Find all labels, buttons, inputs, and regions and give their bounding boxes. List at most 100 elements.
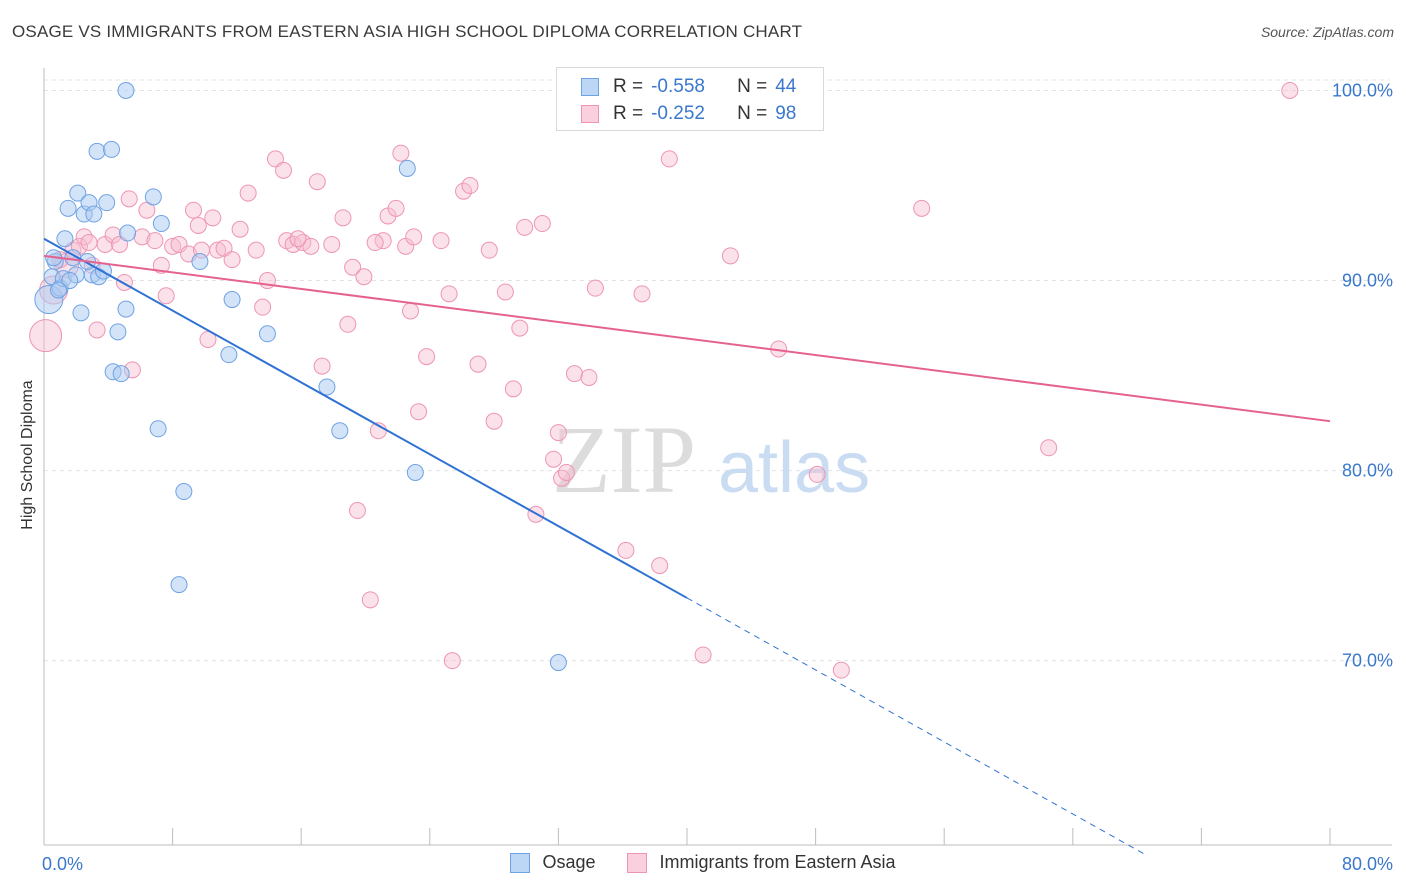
y-tick-label: 90.0% xyxy=(1342,271,1393,291)
asia-point xyxy=(913,199,931,217)
asia-point xyxy=(189,216,207,234)
chart-title: OSAGE VS IMMIGRANTS FROM EASTERN ASIA HI… xyxy=(12,22,803,41)
asia-point xyxy=(440,285,458,303)
osage-point xyxy=(103,140,121,158)
osage-swatch xyxy=(581,78,599,96)
asia-point xyxy=(152,256,170,274)
osage-point xyxy=(149,420,167,438)
asia-point xyxy=(410,403,428,421)
axes xyxy=(43,68,1392,846)
asia-point xyxy=(339,315,357,333)
osage-point xyxy=(117,82,135,100)
legend-osage-label: Osage xyxy=(542,852,596,872)
osage-point xyxy=(191,253,209,271)
asia-point xyxy=(80,234,98,252)
asia-point xyxy=(146,232,164,250)
asia-swatch xyxy=(581,105,599,123)
trend-lines xyxy=(43,237,1331,855)
asia-point xyxy=(1281,82,1299,100)
osage-point xyxy=(406,464,424,482)
asia-point xyxy=(344,258,362,276)
osage-point xyxy=(49,281,67,299)
osage-point xyxy=(72,304,90,322)
watermark-atlas: atlas xyxy=(718,428,870,508)
asia-point xyxy=(553,469,571,487)
y-tick-label: 100.0% xyxy=(1332,81,1393,101)
asia-point xyxy=(455,182,473,200)
y-tick-label: 70.0% xyxy=(1342,651,1393,671)
correlation-legend: R = -0.558 N = 44 R = -0.252 N = 98 xyxy=(556,67,824,131)
x-tick-label: 80.0% xyxy=(1342,854,1393,874)
legend-row-asia: R = -0.252 N = 98 xyxy=(557,100,796,128)
asia-point xyxy=(516,218,534,236)
asia-point xyxy=(184,201,202,219)
watermark: ZIP atlas xyxy=(552,406,870,513)
legend-item-osage: Osage xyxy=(510,852,595,873)
asia-n-value: 98 xyxy=(775,103,797,124)
osage-r-label: R = xyxy=(613,76,644,97)
asia-point xyxy=(88,321,106,339)
asia-point xyxy=(275,161,293,179)
asia-point xyxy=(231,220,249,238)
legend-row-osage: R = -0.558 N = 44 xyxy=(557,73,796,101)
osage-point xyxy=(258,325,276,343)
asia-point xyxy=(1040,439,1058,457)
asia-point xyxy=(239,184,257,202)
asia-point xyxy=(617,541,635,559)
legend-asia-swatch xyxy=(627,852,648,873)
osage-point xyxy=(119,224,137,242)
legend-item-asia: Immigrants from Eastern Asia xyxy=(627,852,896,873)
asia-point xyxy=(480,241,498,259)
osage-point xyxy=(88,142,106,160)
y-tick-label: 80.0% xyxy=(1342,461,1393,481)
osage-point xyxy=(170,576,188,594)
asia-point xyxy=(651,557,669,575)
osage-point xyxy=(223,291,241,309)
asia-point xyxy=(580,368,598,386)
asia-point xyxy=(504,380,522,398)
asia-point xyxy=(402,302,420,320)
asia-point xyxy=(485,412,503,430)
osage-point xyxy=(398,159,416,177)
x-tick-label: 0.0% xyxy=(42,854,83,874)
osage-point xyxy=(56,230,74,248)
asia-point xyxy=(405,228,423,246)
osage-point xyxy=(152,215,170,233)
legend-osage-swatch xyxy=(510,852,531,873)
osage-trend-extension xyxy=(686,597,1146,855)
asia-point xyxy=(254,298,272,316)
asia-point xyxy=(334,209,352,227)
asia-point xyxy=(511,319,529,337)
asia-r-label: R = xyxy=(613,103,644,124)
asia-point xyxy=(289,230,307,248)
asia-point xyxy=(223,251,241,269)
osage-point xyxy=(69,184,87,202)
osage-r-value: -0.558 xyxy=(651,76,705,97)
asia-point xyxy=(387,199,405,217)
asia-point xyxy=(313,357,331,375)
asia-point xyxy=(461,177,479,195)
asia-point xyxy=(660,150,678,168)
osage-point xyxy=(61,272,79,290)
asia-point xyxy=(348,502,366,520)
asia-point xyxy=(366,234,384,252)
asia-point xyxy=(120,190,138,208)
asia-point xyxy=(75,228,93,246)
asia-point xyxy=(418,348,436,366)
source-label: Source: ZipAtlas.com xyxy=(1260,24,1394,40)
asia-point xyxy=(204,209,222,227)
asia-point xyxy=(355,268,373,286)
asia-point xyxy=(443,652,461,670)
grid-lines xyxy=(44,79,1390,662)
asia-point xyxy=(115,273,133,291)
asia-point xyxy=(302,237,320,255)
asia-point xyxy=(29,319,63,353)
asia-point xyxy=(308,173,326,191)
osage-point xyxy=(144,188,162,206)
asia-point xyxy=(432,232,450,250)
osage-point xyxy=(117,300,135,318)
asia-point xyxy=(586,279,604,297)
asia-point xyxy=(808,465,826,483)
asia-point xyxy=(361,591,379,609)
